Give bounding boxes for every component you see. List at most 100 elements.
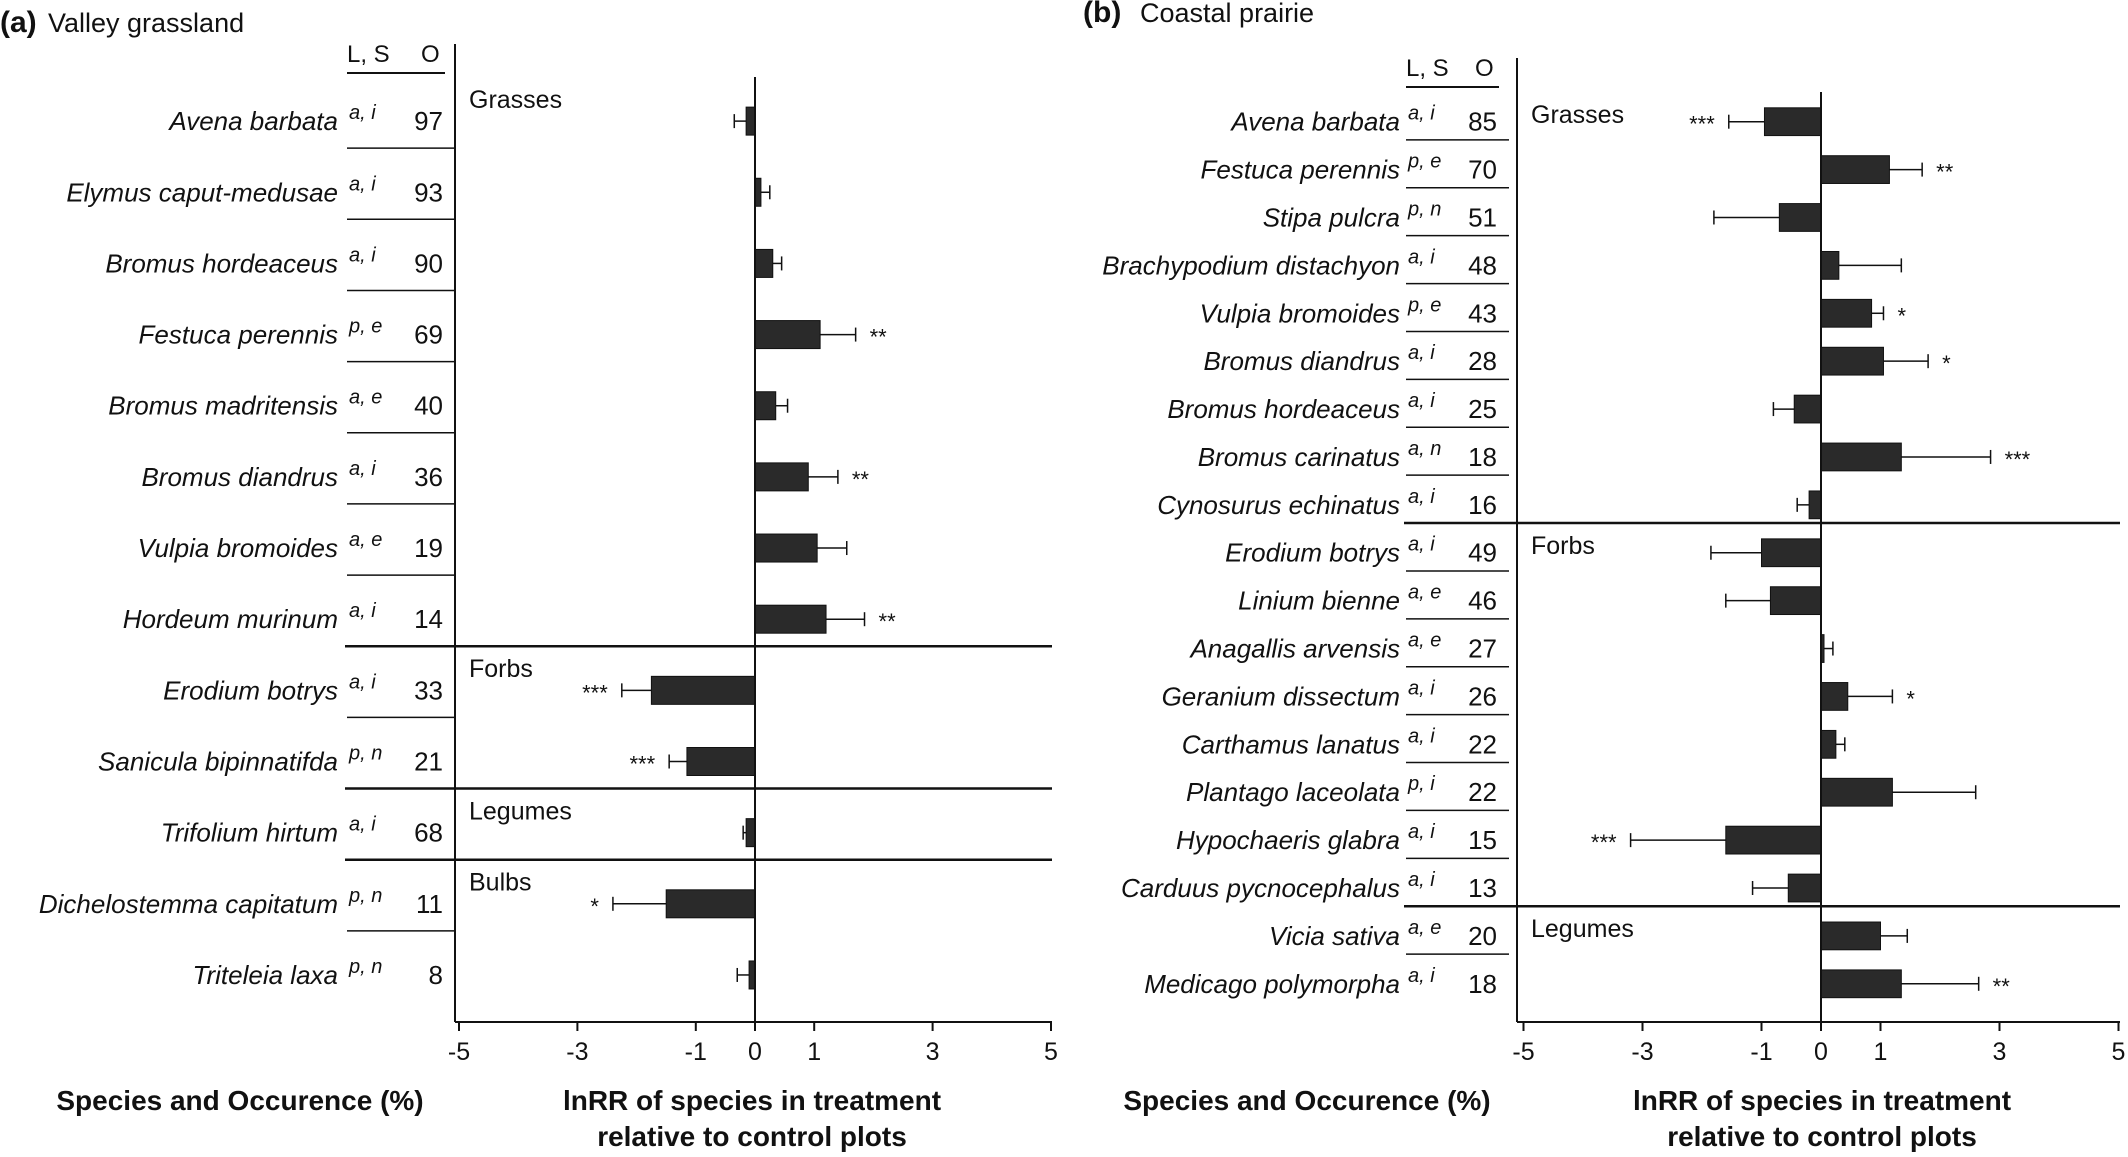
data-bar bbox=[754, 391, 777, 421]
significance-marker: *** bbox=[2005, 447, 2031, 472]
life-status: a, i bbox=[1408, 342, 1435, 364]
species-name: Bromus diandrus bbox=[1203, 346, 1400, 376]
data-bar bbox=[1820, 729, 1837, 759]
life-status: p, e bbox=[1407, 294, 1441, 316]
occurrence-value: 49 bbox=[1468, 538, 1497, 568]
data-bar bbox=[1778, 203, 1822, 232]
species-name: Stipa pulcra bbox=[1263, 202, 1400, 232]
x-tick-label: 3 bbox=[926, 1038, 940, 1066]
x-tick-label: 0 bbox=[748, 1038, 762, 1066]
data-bar bbox=[754, 604, 827, 634]
group-label: Legumes bbox=[1531, 915, 1634, 943]
occurrence-value: 11 bbox=[416, 889, 443, 919]
species-name: Erodium botrys bbox=[163, 675, 338, 705]
species-name: Hypochaeris glabra bbox=[1176, 825, 1400, 855]
life-status: a, i bbox=[349, 600, 376, 622]
species-name: Trifolium hirtum bbox=[161, 818, 338, 848]
panel-label: (b) bbox=[1083, 0, 1121, 29]
significance-marker: ** bbox=[1936, 160, 1954, 185]
x-axis-title-line2: relative to control plots bbox=[1667, 1121, 1977, 1152]
x-tick-label: -1 bbox=[685, 1038, 707, 1066]
significance-marker: ** bbox=[870, 325, 888, 350]
group-label: Forbs bbox=[469, 655, 533, 683]
life-status: a, i bbox=[1408, 869, 1435, 891]
species-name: Vulpia bromoides bbox=[138, 533, 338, 563]
panel-a: (a) Valley grassland L, S O Avena barbata a, … bbox=[0, 6, 1058, 1152]
x-tick-label: 1 bbox=[807, 1038, 821, 1066]
column-header-ls: L, S bbox=[1406, 55, 1449, 82]
significance-marker: ** bbox=[1993, 974, 2011, 999]
species-name: Cynosurus echinatus bbox=[1157, 490, 1400, 520]
data-bar bbox=[665, 889, 756, 919]
panel-b: (b) Coastal prairie L, S O Avena barbata a, i… bbox=[1083, 0, 2125, 1152]
occurrence-value: 70 bbox=[1468, 155, 1497, 185]
x-tick-label: 1 bbox=[1874, 1038, 1888, 1066]
life-status: a, i bbox=[1408, 103, 1435, 125]
occurrence-value: 93 bbox=[414, 177, 443, 207]
data-bar bbox=[1808, 490, 1822, 520]
life-status: a, i bbox=[1408, 390, 1435, 412]
panel-title: Valley grassland bbox=[48, 8, 244, 38]
species-name: Geranium dissectum bbox=[1162, 681, 1400, 711]
species-column-title: Species and Occurence (%) bbox=[1123, 1085, 1490, 1116]
occurrence-value: 51 bbox=[1468, 202, 1497, 232]
data-bar bbox=[754, 320, 821, 350]
x-tick-label: 5 bbox=[1044, 1038, 1058, 1066]
species-name: Linium bienne bbox=[1238, 586, 1400, 616]
data-bar bbox=[754, 462, 809, 492]
occurrence-value: 40 bbox=[414, 391, 443, 421]
significance-marker: *** bbox=[1689, 112, 1715, 137]
life-status: p, i bbox=[1407, 773, 1435, 795]
species-name: Anagallis arvensis bbox=[1188, 634, 1400, 664]
life-status: a, e bbox=[349, 529, 382, 551]
life-status: p, e bbox=[1407, 151, 1441, 173]
data-bar bbox=[1820, 921, 1881, 951]
life-status: a, i bbox=[349, 173, 376, 195]
species-name: Avena barbata bbox=[1229, 107, 1400, 137]
group-label: Grasses bbox=[1531, 101, 1624, 129]
data-bar bbox=[686, 747, 756, 776]
occurrence-value: 69 bbox=[414, 320, 443, 350]
x-tick-label: 5 bbox=[2112, 1038, 2126, 1066]
panel-label: (a) bbox=[0, 6, 37, 39]
data-bar bbox=[754, 533, 818, 563]
occurrence-value: 18 bbox=[1468, 442, 1497, 472]
species-name: Bromus madritensis bbox=[108, 391, 338, 421]
data-bar bbox=[1763, 107, 1822, 137]
data-bar bbox=[1820, 155, 1890, 184]
panel-title: Coastal prairie bbox=[1140, 0, 1314, 28]
group-label: Grasses bbox=[469, 86, 562, 114]
x-tick-label: -5 bbox=[448, 1038, 470, 1066]
species-name: Triteleia laxa bbox=[193, 960, 338, 990]
life-status: a, i bbox=[1408, 486, 1435, 508]
species-name: Hordeum murinum bbox=[123, 604, 338, 634]
group-label: Legumes bbox=[469, 798, 572, 826]
occurrence-value: 46 bbox=[1468, 586, 1497, 616]
species-name: Bromus hordeaceus bbox=[105, 248, 338, 278]
data-bar bbox=[1769, 586, 1822, 616]
occurrence-value: 25 bbox=[1468, 394, 1497, 424]
occurrence-value: 20 bbox=[1468, 921, 1497, 951]
species-column-title: Species and Occurence (%) bbox=[56, 1085, 423, 1116]
species-name: Dichelostemma capitatum bbox=[39, 889, 338, 919]
species-name: Carduus pycnocephalus bbox=[1121, 873, 1400, 903]
life-status: a, i bbox=[1408, 246, 1435, 268]
significance-marker: * bbox=[1906, 686, 1915, 711]
species-name: Bromus carinatus bbox=[1198, 442, 1400, 472]
occurrence-value: 21 bbox=[414, 747, 443, 777]
data-bar bbox=[1725, 825, 1822, 855]
group-label: Forbs bbox=[1531, 532, 1595, 560]
occurrence-value: 22 bbox=[1468, 777, 1497, 807]
occurrence-value: 18 bbox=[1468, 969, 1497, 999]
species-name: Bromus hordeaceus bbox=[1167, 394, 1400, 424]
data-bar bbox=[1820, 682, 1849, 711]
species-name: Bromus diandrus bbox=[141, 462, 338, 492]
data-bar bbox=[1820, 298, 1873, 328]
data-bar bbox=[1820, 250, 1840, 280]
occurrence-value: 28 bbox=[1468, 346, 1497, 376]
significance-marker: * bbox=[590, 894, 599, 919]
data-bar bbox=[754, 248, 774, 278]
significance-marker: *** bbox=[582, 680, 608, 705]
occurrence-value: 13 bbox=[1468, 873, 1497, 903]
occurrence-value: 22 bbox=[1468, 729, 1497, 759]
